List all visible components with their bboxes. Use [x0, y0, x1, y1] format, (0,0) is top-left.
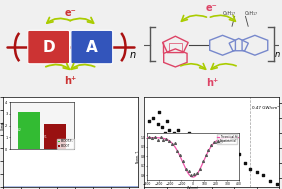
Point [157, 110, 161, 113]
Point [176, 128, 180, 131]
FancyBboxPatch shape [71, 30, 113, 64]
Point [180, 134, 185, 137]
Point [268, 180, 272, 183]
Text: n: n [275, 50, 280, 59]
Point [191, 137, 196, 140]
Point [156, 122, 160, 125]
Point [187, 131, 191, 134]
Text: e⁻: e⁻ [64, 8, 76, 18]
Point [147, 119, 151, 122]
Point [223, 146, 228, 149]
Point [171, 131, 176, 134]
Text: C₈H₁₇: C₈H₁₇ [244, 11, 257, 15]
Point [160, 125, 165, 128]
Text: 0.47 GW/cm²: 0.47 GW/cm² [252, 106, 279, 110]
Point [198, 134, 203, 137]
Point [216, 143, 221, 146]
Point [167, 128, 171, 131]
Point [210, 140, 214, 143]
Point [230, 149, 234, 153]
Point [261, 174, 266, 177]
Point [275, 183, 279, 186]
Text: D: D [42, 40, 55, 55]
Point [237, 153, 241, 156]
Point [162, 131, 167, 134]
Text: C₈H₁₇: C₈H₁₇ [223, 11, 236, 15]
Point [243, 162, 248, 165]
FancyBboxPatch shape [28, 30, 70, 64]
Text: h⁺: h⁺ [206, 78, 218, 88]
Text: n: n [129, 50, 136, 60]
Point [203, 140, 207, 143]
Point [165, 119, 169, 122]
Point [151, 116, 156, 119]
Text: h⁺: h⁺ [64, 76, 76, 86]
Text: A: A [86, 40, 98, 55]
Text: e⁻: e⁻ [206, 3, 218, 13]
Point [254, 170, 259, 174]
Point [248, 167, 252, 170]
